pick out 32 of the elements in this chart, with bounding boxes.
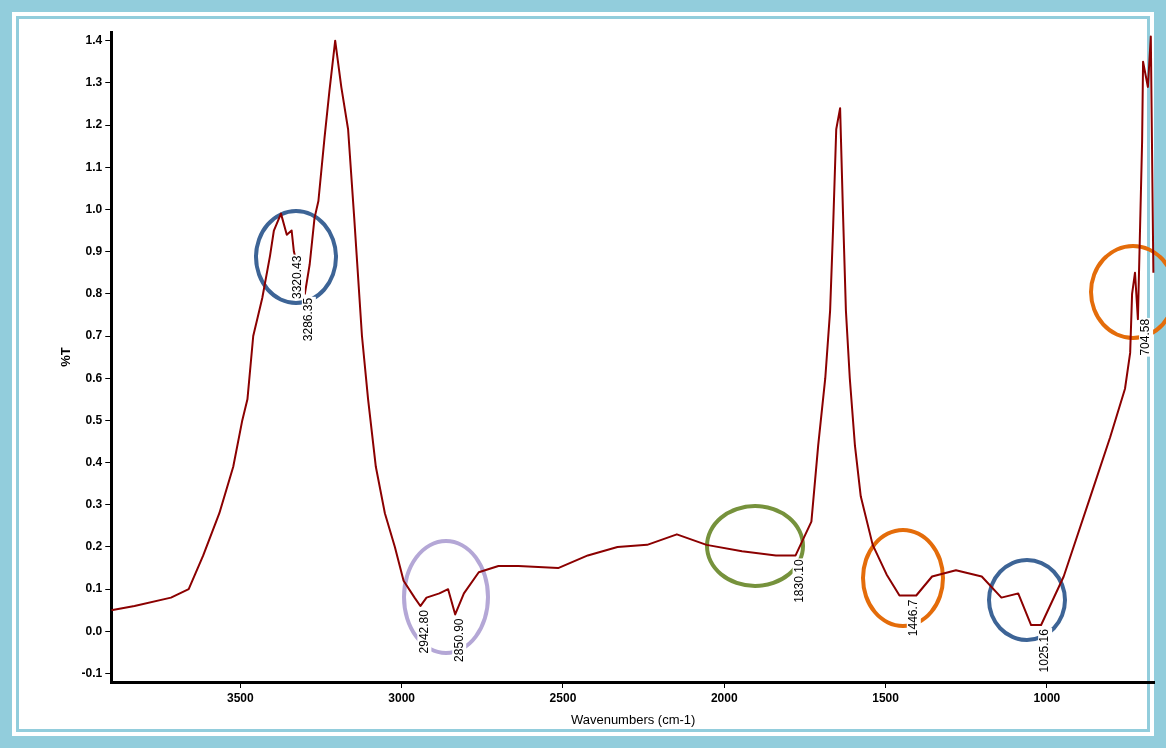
x-tick-label: 2000 xyxy=(710,690,738,705)
x-tick-label: 3500 xyxy=(226,690,254,705)
x-tick-label: 3000 xyxy=(388,690,416,705)
annotation: 1025.16 xyxy=(1037,628,1052,673)
y-tick-label: 0.4 xyxy=(85,454,103,469)
y-axis-title: %T xyxy=(58,347,74,367)
y-tick-label: 0.2 xyxy=(85,539,103,554)
y-tick-label: 0.9 xyxy=(85,243,103,258)
x-tick-label: 1500 xyxy=(872,690,900,705)
y-tick-label: -0.1 xyxy=(81,665,103,680)
y-tick-label: 0.1 xyxy=(85,581,103,596)
y-tick-label: 0.0 xyxy=(85,623,103,638)
annotation: 2942.80 xyxy=(416,609,431,654)
y-tick-label: 1.4 xyxy=(85,32,103,47)
y-tick-label: 1.1 xyxy=(85,159,103,174)
y-tick-label: 0.3 xyxy=(85,497,103,512)
y-tick-label: 0.6 xyxy=(85,370,103,385)
x-tick-label: 1000 xyxy=(1033,690,1061,705)
x-tick-label: 2500 xyxy=(549,690,577,705)
y-tick-label: 0.5 xyxy=(85,412,103,427)
annotation: 1446.7 xyxy=(906,599,921,637)
y-tick-label: 1.3 xyxy=(85,75,103,90)
y-tick-label: 1.2 xyxy=(85,117,103,132)
x-axis-title: Wavenumbers (cm-1) xyxy=(570,711,696,727)
annotation: 3286.35 xyxy=(301,297,316,342)
annotation: 704.58 xyxy=(1138,318,1153,356)
annotation: 1830.10 xyxy=(791,559,806,603)
annotation: 3320.43 xyxy=(290,255,305,299)
y-tick-label: 0.7 xyxy=(85,328,103,343)
y-tick-label: 1.0 xyxy=(85,201,103,216)
y-tick-label: 0.8 xyxy=(85,286,103,301)
annotation: 2850.90 xyxy=(451,618,466,662)
